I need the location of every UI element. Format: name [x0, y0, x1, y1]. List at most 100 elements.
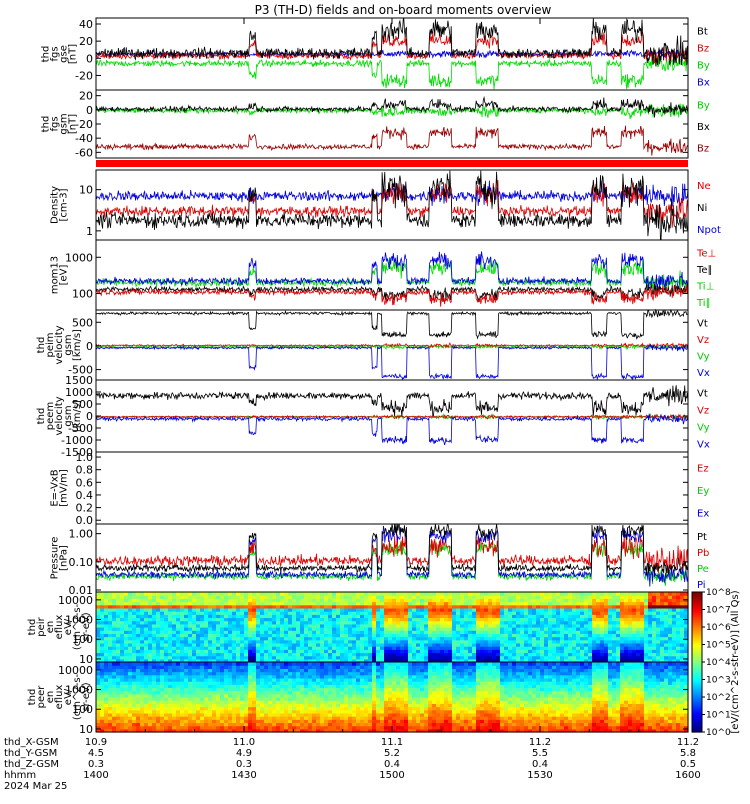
ylabel-p1-3: [nT]: [68, 44, 79, 64]
colorbar-tick-label-8: 10^8: [706, 588, 731, 598]
ephem-value-0-0: 10.9: [85, 737, 107, 748]
ylabel-p4-1: [eV]: [59, 265, 70, 286]
legend-p8-2: Pe: [697, 564, 709, 575]
ylabel-p5-4: [km/s]: [72, 329, 83, 361]
colorbar-tick-label-4: 10^4: [706, 658, 731, 668]
legend-p4-1: Te∥: [696, 265, 713, 276]
series-p1-Bt: [96, 18, 688, 66]
ephem-value-3-3: 1530: [527, 770, 552, 781]
ephem-label-3: hhmm: [4, 770, 36, 781]
series-p2-Bz: [96, 126, 688, 156]
legend-p6-0: Vt: [697, 389, 708, 400]
series-p8-Pe: [96, 540, 688, 586]
series-p1-By: [96, 54, 688, 89]
ephem-date: 2024 Mar 25: [4, 781, 67, 792]
series-p3-Ne: [96, 180, 688, 228]
legend-p1-1: Bz: [697, 44, 709, 55]
ytick-label-p7-1: 0.2: [76, 502, 94, 515]
ytick-label-p2-0: -60: [75, 146, 93, 159]
colorbar-tick-label-2: 10^2: [706, 693, 731, 703]
ephem-value-0-3: 11.2: [529, 737, 551, 748]
ytick-label-p7-2: 0.4: [76, 489, 94, 502]
legend-p5-0: Vt: [697, 318, 708, 329]
frame-p7: [96, 452, 688, 524]
ytick-label-p4-0: 100: [72, 287, 93, 300]
ytick-label-s2-0: 10: [79, 723, 93, 736]
ytick-label-p8-1: 0.10: [69, 556, 94, 569]
ytick-label-p6-6: 1500: [65, 374, 93, 387]
ytick-label-p3-1: 10: [79, 184, 93, 197]
series-p6-Vx: [96, 414, 688, 445]
separator-bar: [96, 160, 688, 167]
spectrogram-s1: [96, 592, 689, 663]
legend-p7-2: Ex: [697, 509, 709, 520]
colorbar-tick-label-3: 10^3: [706, 676, 731, 686]
legend-p8-0: Pt: [697, 532, 707, 543]
spectrogram-s2: [96, 662, 689, 733]
series-p8-Pi: [96, 526, 688, 587]
ephem-value-1-2: 5.2: [384, 748, 400, 759]
ephem-value-2-4: 0.5: [680, 759, 696, 770]
colorbar-tick-label-5: 10^5: [706, 641, 731, 651]
ytick-label-p4-1: 1000: [65, 251, 93, 264]
series-p3-Ni: [96, 171, 688, 240]
ephem-value-0-4: 11.2: [677, 737, 699, 748]
ephem-value-3-4: 1600: [675, 770, 700, 781]
legend-p4-2: Ti⊥: [696, 281, 714, 292]
ylabel-p8-1: [nPa]: [59, 545, 70, 571]
ytick-label-p5-2: 500: [72, 316, 93, 329]
ytick-label-p7-5: 1.0: [76, 451, 94, 464]
panel-s2: 10100100010000thdpeerenefluxeV/(cm^2-s-s…: [27, 662, 689, 736]
legend-p4-0: Te⊥: [696, 248, 716, 259]
legend-p6-3: Vx: [697, 440, 710, 451]
ytick-label-p6-3: 0: [86, 410, 93, 423]
legend-p3-1: Ni: [697, 203, 707, 214]
legend-p2-1: Bx: [697, 122, 710, 133]
legend-p2-0: By: [697, 101, 710, 112]
ephem-value-2-1: 0.3: [236, 759, 252, 770]
ephem-label-1: thd_Y-GSM: [4, 748, 57, 759]
ylabel-p6-4: [km/s]: [72, 400, 83, 432]
ytick-label-p8-2: 1.00: [69, 528, 94, 541]
ytick-label-p2-3: 0: [86, 104, 93, 117]
legend-p7-1: Ey: [697, 486, 709, 497]
legend-p4-3: Ti∥: [696, 298, 711, 309]
ylabel-s1-6: sr-eV): [81, 612, 92, 641]
colorbar-label: [eV/(cm^2-s-str-eV)] (All Qs): [730, 590, 741, 733]
colorbar-tick-label-0: 10^0: [706, 728, 731, 738]
ephem-value-0-1: 11.0: [233, 737, 255, 748]
legend-p5-1: Vz: [697, 335, 709, 346]
legend-p6-2: Vy: [697, 423, 710, 434]
ytick-label-p7-4: 0.8: [76, 464, 94, 477]
ytick-label-p6-1: -1000: [61, 434, 93, 447]
ylabel-p2-3: [nT]: [68, 114, 79, 134]
ephem-value-1-3: 5.5: [532, 748, 548, 759]
ytick-label-p6-5: 1000: [65, 386, 93, 399]
series-p4-Te⊥: [96, 285, 688, 307]
legend-p5-2: Vy: [697, 351, 710, 362]
series-p5-Vt: [96, 310, 688, 339]
ytick-label-p1-0: -20: [75, 69, 93, 82]
ephem-value-1-1: 4.9: [236, 748, 252, 759]
colorbar-tick-label-1: 10^1: [706, 711, 731, 721]
ytick-label-p3-0: 1: [86, 225, 93, 238]
legend-p8-1: Pb: [697, 548, 709, 559]
ephem-value-2-0: 0.3: [88, 759, 104, 770]
ephem-value-3-0: 1400: [83, 770, 108, 781]
ytick-label-p1-1: 0: [86, 52, 93, 65]
ylabel-s2-6: sr-eV): [81, 682, 92, 711]
legend-p7-0: Ez: [697, 463, 709, 474]
ephem-value-1-0: 4.5: [88, 748, 104, 759]
ytick-label-p7-0: 0.0: [76, 514, 94, 527]
legend-p2-2: Bz: [697, 143, 709, 154]
legend-p1-2: By: [697, 61, 710, 72]
colorbar-tick-label-7: 10^7: [706, 606, 731, 616]
ephem-value-0-2: 11.1: [381, 737, 403, 748]
series-p6-Vt: [96, 385, 688, 416]
